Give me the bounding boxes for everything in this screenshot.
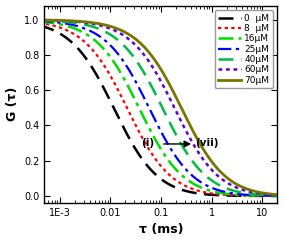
0  μM bbox=[281, 195, 283, 197]
Line: 70μM: 70μM bbox=[39, 20, 282, 195]
0  μM bbox=[221, 194, 224, 197]
0  μM bbox=[148, 167, 151, 170]
0  μM bbox=[200, 192, 203, 195]
X-axis label: τ (ms): τ (ms) bbox=[139, 223, 183, 236]
Line: 0  μM: 0 μM bbox=[39, 25, 282, 196]
70μM bbox=[148, 51, 151, 54]
8  μM bbox=[181, 183, 184, 186]
25μM bbox=[221, 190, 224, 193]
25μM bbox=[38, 19, 41, 22]
25μM bbox=[148, 107, 151, 110]
40μM bbox=[81, 23, 84, 26]
8  μM bbox=[281, 195, 283, 197]
70μM bbox=[181, 109, 184, 112]
70μM bbox=[221, 172, 224, 175]
60μM bbox=[181, 123, 184, 126]
60μM bbox=[81, 21, 84, 24]
16μM bbox=[148, 127, 151, 130]
70μM bbox=[100, 23, 104, 26]
Line: 8  μM: 8 μM bbox=[39, 23, 282, 196]
8  μM bbox=[200, 190, 203, 193]
16μM bbox=[81, 30, 84, 33]
Legend: 0  μM, 8  μM, 16μM, 25μM, 40μM, 60μM, 70μM: 0 μM, 8 μM, 16μM, 25μM, 40μM, 60μM, 70μM bbox=[215, 10, 273, 88]
70μM bbox=[281, 194, 283, 197]
Text: (i): (i) bbox=[142, 138, 155, 148]
Text: (vii): (vii) bbox=[195, 138, 219, 148]
16μM bbox=[100, 45, 104, 48]
8  μM bbox=[81, 38, 84, 41]
25μM bbox=[181, 164, 184, 167]
60μM bbox=[221, 178, 224, 181]
60μM bbox=[100, 24, 104, 27]
0  μM bbox=[81, 52, 84, 55]
40μM bbox=[100, 29, 104, 31]
40μM bbox=[221, 185, 224, 188]
8  μM bbox=[221, 193, 224, 196]
40μM bbox=[200, 170, 203, 173]
0  μM bbox=[181, 189, 184, 191]
25μM bbox=[281, 194, 283, 197]
40μM bbox=[38, 19, 41, 22]
Y-axis label: G (τ): G (τ) bbox=[6, 87, 19, 121]
Line: 16μM: 16μM bbox=[39, 22, 282, 196]
16μM bbox=[281, 195, 283, 197]
40μM bbox=[281, 194, 283, 197]
8  μM bbox=[100, 60, 104, 63]
16μM bbox=[221, 192, 224, 195]
40μM bbox=[181, 145, 184, 148]
60μM bbox=[38, 19, 41, 22]
8  μM bbox=[38, 21, 41, 24]
60μM bbox=[281, 194, 283, 197]
Line: 25μM: 25μM bbox=[39, 21, 282, 196]
0  μM bbox=[100, 83, 104, 86]
25μM bbox=[100, 37, 104, 39]
25μM bbox=[81, 26, 84, 29]
8  μM bbox=[148, 148, 151, 151]
0  μM bbox=[38, 24, 41, 27]
16μM bbox=[181, 174, 184, 177]
16μM bbox=[200, 186, 203, 189]
Line: 40μM: 40μM bbox=[39, 20, 282, 196]
25μM bbox=[200, 181, 203, 184]
16μM bbox=[38, 20, 41, 23]
40μM bbox=[148, 81, 151, 83]
70μM bbox=[38, 18, 41, 21]
Line: 60μM: 60μM bbox=[39, 20, 282, 195]
60μM bbox=[200, 156, 203, 159]
70μM bbox=[81, 20, 84, 23]
60μM bbox=[148, 61, 151, 64]
70μM bbox=[200, 145, 203, 148]
